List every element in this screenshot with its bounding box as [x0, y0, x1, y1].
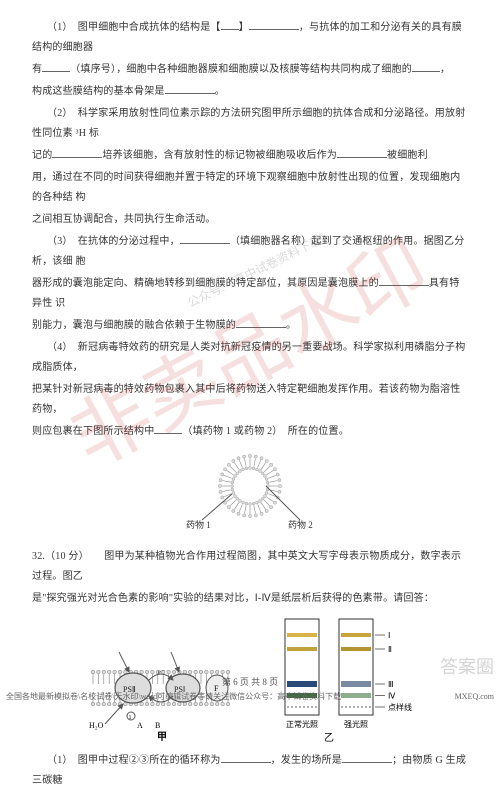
q2-line2: 记的 培养该细胞，含有放射性的标记物被细胞吸收后作为 被细胞利	[32, 146, 468, 166]
q32-s1b: ，发生的场所是	[271, 755, 342, 766]
q2-line1: （2） 科学家采用放射性同位素示踪的方法研究图甲所示细胞的抗体合成和分泌路径。用…	[32, 104, 468, 144]
q3-p2a: 器形成的囊泡能定向、精确地转移到细胞膜的特定部位，其原因是囊泡膜上的	[32, 278, 379, 289]
q1-p2a: 有	[32, 64, 42, 75]
q1-p2c: ，	[440, 64, 450, 75]
svg-text:1: 1	[129, 715, 132, 721]
svg-text:正常光照: 正常光照	[286, 719, 318, 729]
q1-p3b: 。	[215, 86, 225, 97]
jia-caption: 甲	[157, 731, 167, 743]
blank	[165, 85, 215, 94]
blank	[412, 63, 440, 72]
q4-p3b: （填药物 1 或药物 2） 所在的位置。	[182, 426, 349, 437]
b-label: B	[155, 721, 160, 730]
blank	[221, 21, 239, 30]
q3-line2: 器形成的囊泡能定向、精确地转移到细胞膜的特定部位，其原因是囊泡膜上的具有特异性 …	[32, 274, 468, 314]
q32-sub1: （1） 图甲中过程②③所在的循环称为，发生的场所是；由物质 G 生成三碳糖	[32, 751, 468, 791]
svg-text:Ⅰ: Ⅰ	[388, 631, 390, 640]
blank	[221, 754, 271, 763]
q2-p2c: 被细胞利	[387, 150, 428, 161]
blank	[249, 21, 299, 30]
svg-text:强光照: 强光照	[344, 719, 368, 729]
q32-line2: 是"探究强光对光合色素的影响"实验的结果对比，Ⅰ-Ⅳ是纸层析后获得的色素带。请回…	[32, 589, 468, 609]
drug-figure: 药物 1 药物 2	[32, 446, 468, 539]
q3-line3: 别能力，囊泡与细胞膜的融合依赖于生物膜的 。	[32, 316, 468, 336]
q32-head: 32.（10 分） 图甲为某种植物光合作用过程简图，其中英文大写字母表示物质成分…	[32, 547, 468, 587]
q2-line3: 用，通过在不同的时间获得细胞并置于特定的环境下观察细胞中放射性出现的位置，发现细…	[32, 168, 468, 208]
q1-line3: 构成这些膜结构的基本骨架是 。	[32, 82, 468, 102]
a-label: A	[137, 721, 143, 730]
svg-text:乙: 乙	[324, 732, 334, 743]
q2-p2b: 培养该细胞，含有放射性的标记物被细胞吸收后作为	[102, 150, 337, 161]
q3-p3b: 。	[286, 320, 296, 331]
q1-p3: 构成这些膜结构的基本骨架是	[32, 86, 165, 97]
q3-p1a: （3） 在抗体的分泌过程中，	[47, 236, 180, 247]
blank	[379, 277, 429, 286]
q4-p3a: 则应包裹在下图所示结构中	[32, 426, 154, 437]
drug1-label: 药物 1	[186, 519, 211, 530]
q1-p1b: 】	[239, 22, 249, 33]
blank	[236, 319, 286, 328]
q4-line1: （4） 新冠病毒特效药的研究是人类对抗新冠疫情的另一重要战场。科学家拟利用磷脂分…	[32, 338, 468, 378]
q2-line4: 之间相互协调配合，共同执行生命活动。	[32, 210, 468, 230]
q4-line2: 把某针对新冠病毒的特效药物包裹入其中后将药物送入特定靶细胞发挥作用。若该药物为脂…	[32, 380, 468, 420]
blank	[154, 425, 182, 434]
blank	[52, 149, 102, 158]
q3-p3: 别能力，囊泡与细胞膜的融合依赖于生物膜的	[32, 320, 236, 331]
footer-note: 全国各地最新模拟卷\名校试卷\无水印\word可编辑试卷等请关注微信公众号：高中…	[0, 689, 500, 705]
svg-text:Ⅱ: Ⅱ	[388, 645, 392, 654]
drug2-label: 药物 2	[288, 519, 313, 530]
blank	[42, 63, 70, 72]
q32-s1a: （1） 图甲中过程②③所在的循环称为	[47, 755, 221, 766]
q2-p2a: 记的	[32, 150, 52, 161]
q1-p2b: （填序号），细胞中各种细胞器膜和细胞膜以及核膜等结构共同构成了细胞的	[70, 64, 412, 75]
h2o-label: H₂O	[89, 721, 104, 730]
q3-line1: （3） 在抗体的分泌过程中，（填细胞器名称）起到了交通枢纽的作用。据图乙分析，该…	[32, 232, 468, 272]
footer-right: MXEQ.com	[455, 689, 494, 705]
liposome-svg: 药物 1 药物 2	[160, 446, 340, 531]
footer-left: 全国各地最新模拟卷\名校试卷\无水印\word可编辑试卷等请关注微信公众号：高中…	[6, 689, 341, 705]
q1-p1a: （1） 图甲细胞中合成抗体的结构是【	[47, 22, 221, 33]
q1-line2: 有 （填序号），细胞中各种细胞器膜和细胞膜以及核膜等结构共同构成了细胞的 ，	[32, 60, 468, 80]
blank	[342, 754, 392, 763]
q4-line3: 则应包裹在下图所示结构中 （填药物 1 或药物 2） 所在的位置。	[32, 422, 468, 442]
blank	[337, 149, 387, 158]
blank	[180, 235, 230, 244]
q1-line1: （1） 图甲细胞中合成抗体的结构是【】，与抗体的加工和分泌有关的具有膜结构的细胞…	[32, 18, 468, 58]
